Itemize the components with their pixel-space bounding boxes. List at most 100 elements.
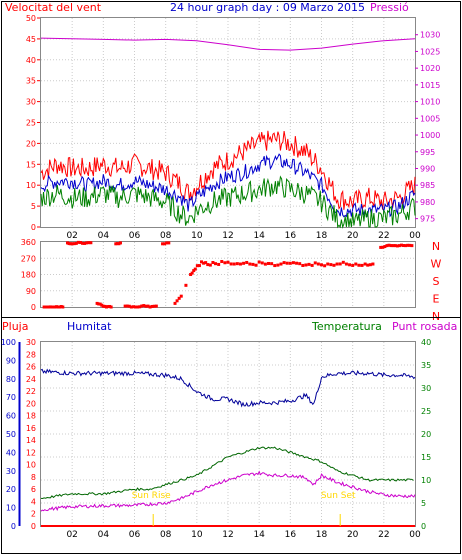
y-tick-label: 5: [421, 499, 426, 508]
x-tick-label: 00: [409, 231, 421, 241]
direction-point: [208, 263, 212, 267]
direction-point: [242, 261, 246, 265]
direction-point: [273, 264, 277, 268]
direction-point: [103, 304, 107, 308]
y-tick-label: 8: [31, 473, 36, 482]
direction-point: [142, 304, 146, 308]
direction-point: [95, 301, 99, 305]
direction-point: [354, 262, 358, 266]
wind-minimum-line: [40, 175, 416, 229]
wind-pressure-series: [40, 37, 416, 229]
direction-point: [195, 264, 199, 268]
direction-point: [235, 262, 239, 266]
y-tick-label: 0: [11, 522, 16, 531]
rain-axis-title: Pluja: [2, 320, 28, 333]
direction-point: [85, 241, 89, 245]
y-tick-label: 1030: [420, 31, 440, 40]
direction-point: [204, 261, 208, 265]
y-tick-label: 28: [26, 350, 36, 359]
direction-point: [125, 304, 129, 308]
direction-point: [348, 263, 352, 267]
direction-point: [106, 305, 110, 309]
y-tick-label: 30: [421, 384, 431, 393]
direction-point: [357, 263, 361, 267]
y-tick-label: 30: [26, 98, 36, 107]
direction-point: [76, 240, 80, 244]
direction-point: [48, 305, 52, 309]
direction-point: [175, 299, 179, 303]
direction-point: [192, 269, 196, 273]
direction-point: [257, 260, 261, 264]
direction-point: [200, 260, 204, 264]
direction-point: [177, 296, 181, 300]
direction-point: [154, 304, 158, 308]
direction-point: [326, 262, 330, 266]
x-tick-label: 04: [98, 530, 110, 540]
humidity-axis: 0 10 20 30 40 50 60 70 80 90 100: [1, 338, 21, 531]
x-tick-label: 12: [222, 231, 233, 241]
direction-point: [42, 305, 46, 309]
x-tick-label: 14: [253, 530, 265, 540]
direction-point: [395, 244, 399, 248]
y-tick-label: 40: [26, 56, 36, 65]
direction-point: [50, 305, 54, 309]
y-tick-label: 0: [31, 303, 36, 312]
direction-degrees-axis: 0 90 180 270 360: [21, 238, 36, 312]
x-tick-label: 22: [378, 530, 389, 540]
direction-point: [150, 304, 154, 308]
y-tick-label: 15: [26, 160, 36, 169]
y-tick-label: 12: [26, 448, 36, 457]
direction-point: [363, 262, 367, 266]
direction-point: [344, 262, 348, 266]
direction-point: [379, 245, 383, 249]
wind-speed-axis: 0 5 10 15 20 25 30 35 40 45 50: [26, 14, 40, 232]
direction-point: [47, 305, 51, 309]
left-axis-title: Velocitat del vent: [5, 1, 102, 14]
x-tick-label: 20: [347, 231, 359, 241]
direction-point: [59, 305, 63, 309]
direction-point: [56, 305, 60, 309]
humidity-axis-title: Humitat: [67, 320, 112, 333]
y-tick-label: 1000: [420, 131, 440, 140]
y-tick-label: 15: [421, 453, 431, 462]
y-tick-label: 10: [26, 181, 36, 190]
direction-point: [366, 263, 370, 267]
y-tick-label: 980: [420, 198, 435, 207]
direction-point: [211, 260, 215, 264]
direction-point: [163, 242, 167, 246]
direction-point: [251, 262, 255, 266]
direction-point: [81, 241, 85, 245]
y-tick-label: 4: [31, 497, 36, 506]
compass-label: N: [432, 240, 440, 253]
y-tick-label: 60: [6, 412, 16, 421]
direction-point: [129, 305, 133, 309]
x-tick-label: 16: [285, 530, 297, 540]
direction-point: [61, 305, 65, 309]
direction-point: [389, 244, 393, 248]
x-tick-label: 18: [316, 530, 328, 540]
y-tick-label: 30: [6, 467, 16, 476]
x-tick-label: 10: [191, 231, 203, 241]
direction-point: [248, 262, 252, 266]
direction-point: [114, 242, 118, 246]
direction-point: [131, 305, 135, 309]
humidity-temperature-series: [40, 368, 416, 527]
dewpoint-axis-title: Punt rosada: [392, 320, 457, 333]
y-tick-label: 25: [26, 119, 36, 128]
direction-point: [98, 302, 102, 306]
wind-direction-grid: [41, 242, 415, 307]
wind-pressure-plot-frame: [40, 17, 416, 228]
direction-point: [338, 262, 342, 266]
direction-point: [53, 305, 57, 309]
wind-pressure-time-axis: 02 04 06 08 10 12 14 16 18 20 22 00: [66, 231, 421, 241]
y-tick-label: 0: [421, 522, 426, 531]
direction-point: [89, 241, 93, 245]
direction-point: [351, 263, 355, 267]
x-tick-label: 16: [285, 231, 297, 241]
x-tick-label: 14: [253, 231, 265, 241]
sunset-label: Sun Set: [321, 491, 356, 501]
y-tick-label: 20: [6, 485, 16, 494]
